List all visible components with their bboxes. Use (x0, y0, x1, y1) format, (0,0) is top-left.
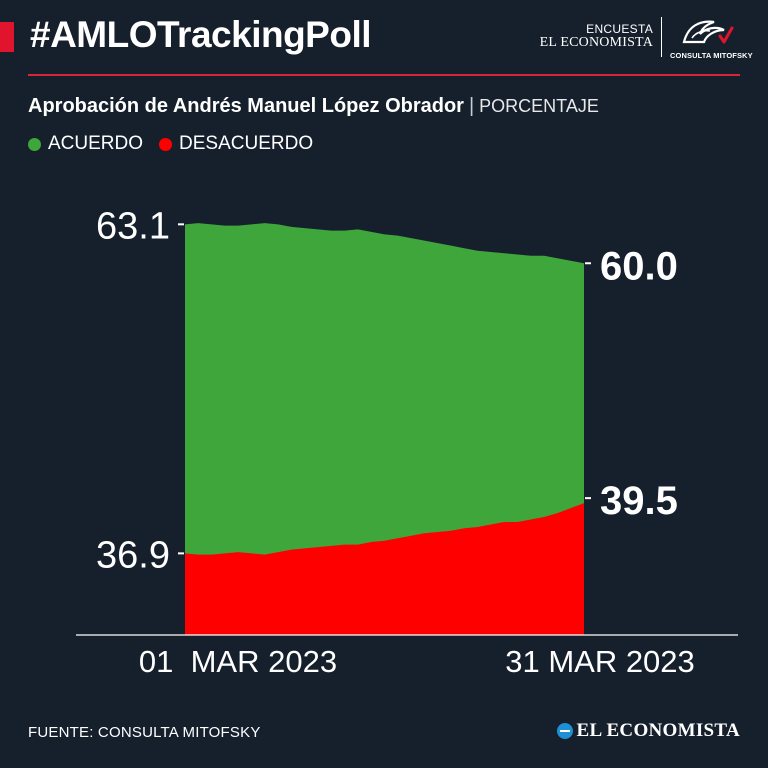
start-label-acuerdo: 63.1 (96, 205, 170, 247)
mitofsky-label: CONSULTA MITOFSKY (670, 51, 753, 60)
footer-brand-label: EL ECONOMISTA (576, 720, 740, 741)
header-brand: ENCUESTA EL ECONOMISTA CONSULTA MITOFSKY (540, 12, 753, 62)
legend-label-acuerdo: ACUERDO (48, 133, 144, 154)
brand-wordmark: ENCUESTA EL ECONOMISTA (540, 23, 653, 50)
subtitle-separator: | (468, 95, 475, 117)
subtitle-main: Aprobación de Andrés Manuel López Obrado… (28, 95, 464, 117)
brand-divider (661, 17, 662, 57)
headline: #AMLOTrackingPoll (30, 14, 372, 55)
legend-item-acuerdo: ACUERDO (28, 133, 143, 155)
brand-line2: EL ECONOMISTA (539, 34, 653, 50)
legend-dot-acuerdo (28, 137, 41, 151)
legend-dot-desacuerdo (159, 137, 173, 151)
x-tick-label-end: 31 MAR 2023 (505, 644, 695, 679)
end-label-acuerdo: 60.0 (600, 244, 678, 288)
brand-line1: ENCUESTA (586, 22, 653, 37)
mitofsky-emblem-icon (682, 20, 734, 44)
start-label-desacuerdo: 36.9 (96, 534, 170, 576)
globe-icon (556, 723, 573, 739)
header-rule (28, 74, 740, 76)
mitofsky-logo: CONSULTA MITOFSKY (670, 12, 753, 62)
accent-bar (0, 22, 14, 52)
area-desacuerdo (185, 503, 584, 635)
legend-item-desacuerdo: DESACUERDO (159, 133, 313, 155)
end-label-desacuerdo: 39.5 (600, 479, 678, 523)
legend-label-desacuerdo: DESACUERDO (179, 133, 314, 154)
subtitle-unit: PORCENTAJE (479, 96, 599, 116)
legend: ACUERDO DESACUERDO (28, 133, 329, 155)
chart-subtitle: Aprobación de Andrés Manuel López Obrado… (28, 95, 599, 118)
x-tick-label-start: 01 MAR 2023 (139, 644, 337, 679)
footer-brand: EL ECONOMISTA (556, 720, 741, 742)
footer-source: FUENTE: CONSULTA MITOFSKY (28, 724, 261, 741)
